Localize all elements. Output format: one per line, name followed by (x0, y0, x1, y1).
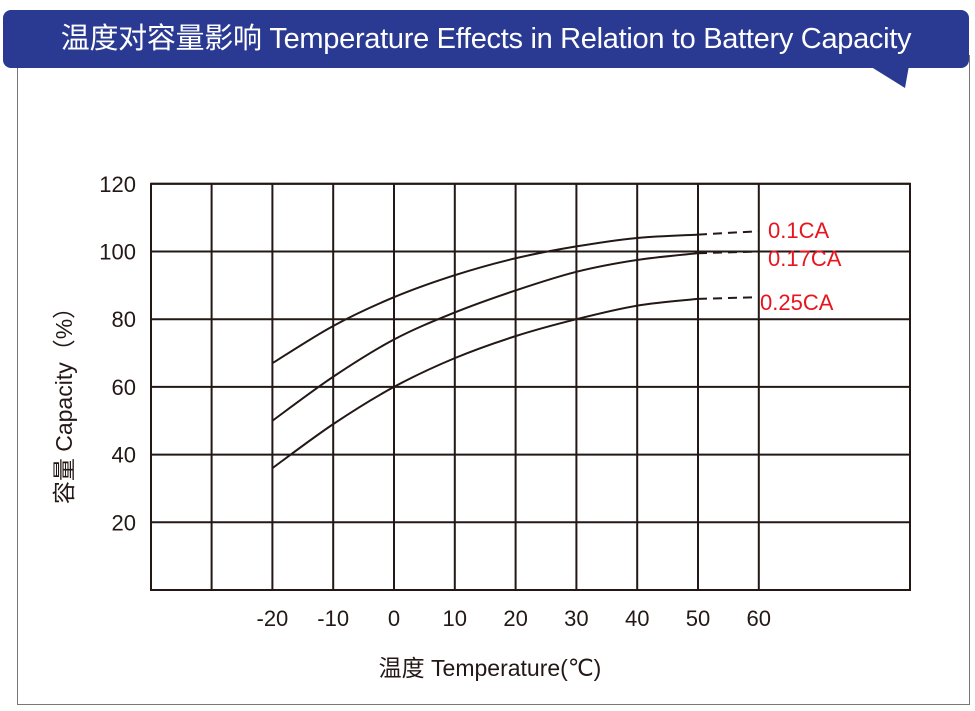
series-label: 0.25CA (760, 290, 834, 315)
x-tick-label: 10 (443, 606, 467, 631)
y-tick-label: 40 (112, 443, 136, 468)
y-axis-label: 容量 Capacity（%） (51, 296, 77, 504)
x-tick-label: 30 (564, 606, 588, 631)
series-line-0.17CA (271, 252, 699, 422)
x-tick-label: -10 (317, 606, 349, 631)
series-label: 0.17CA (768, 246, 842, 271)
y-tick-label: 20 (112, 510, 136, 535)
x-tick-label: 60 (747, 606, 771, 631)
chart-title-banner: 温度对容量影响 Temperature Effects in Relation … (3, 10, 969, 68)
x-tick-label: 50 (686, 606, 710, 631)
series-extrapolation-0.25CA (697, 296, 759, 300)
x-tick-label: -20 (257, 606, 289, 631)
series-extrapolation-0.1CA (697, 230, 759, 236)
series-extrapolation-0.17CA (697, 250, 759, 255)
series-line-0.1CA (271, 233, 699, 365)
x-tick-label: 40 (625, 606, 649, 631)
chart-frame (17, 55, 970, 705)
series-line-0.25CA (271, 297, 699, 469)
x-tick-label: 20 (503, 606, 527, 631)
x-axis-label: 温度 Temperature(℃) (379, 655, 602, 681)
y-tick-label: 120 (99, 172, 136, 197)
y-tick-label: 60 (112, 375, 136, 400)
y-tick-label: 80 (112, 307, 136, 332)
chart-title: 温度对容量影响 Temperature Effects in Relation … (60, 23, 912, 55)
x-tick-label: 0 (388, 606, 400, 631)
series-label: 0.1CA (768, 218, 829, 243)
y-tick-label: 100 (99, 240, 136, 265)
